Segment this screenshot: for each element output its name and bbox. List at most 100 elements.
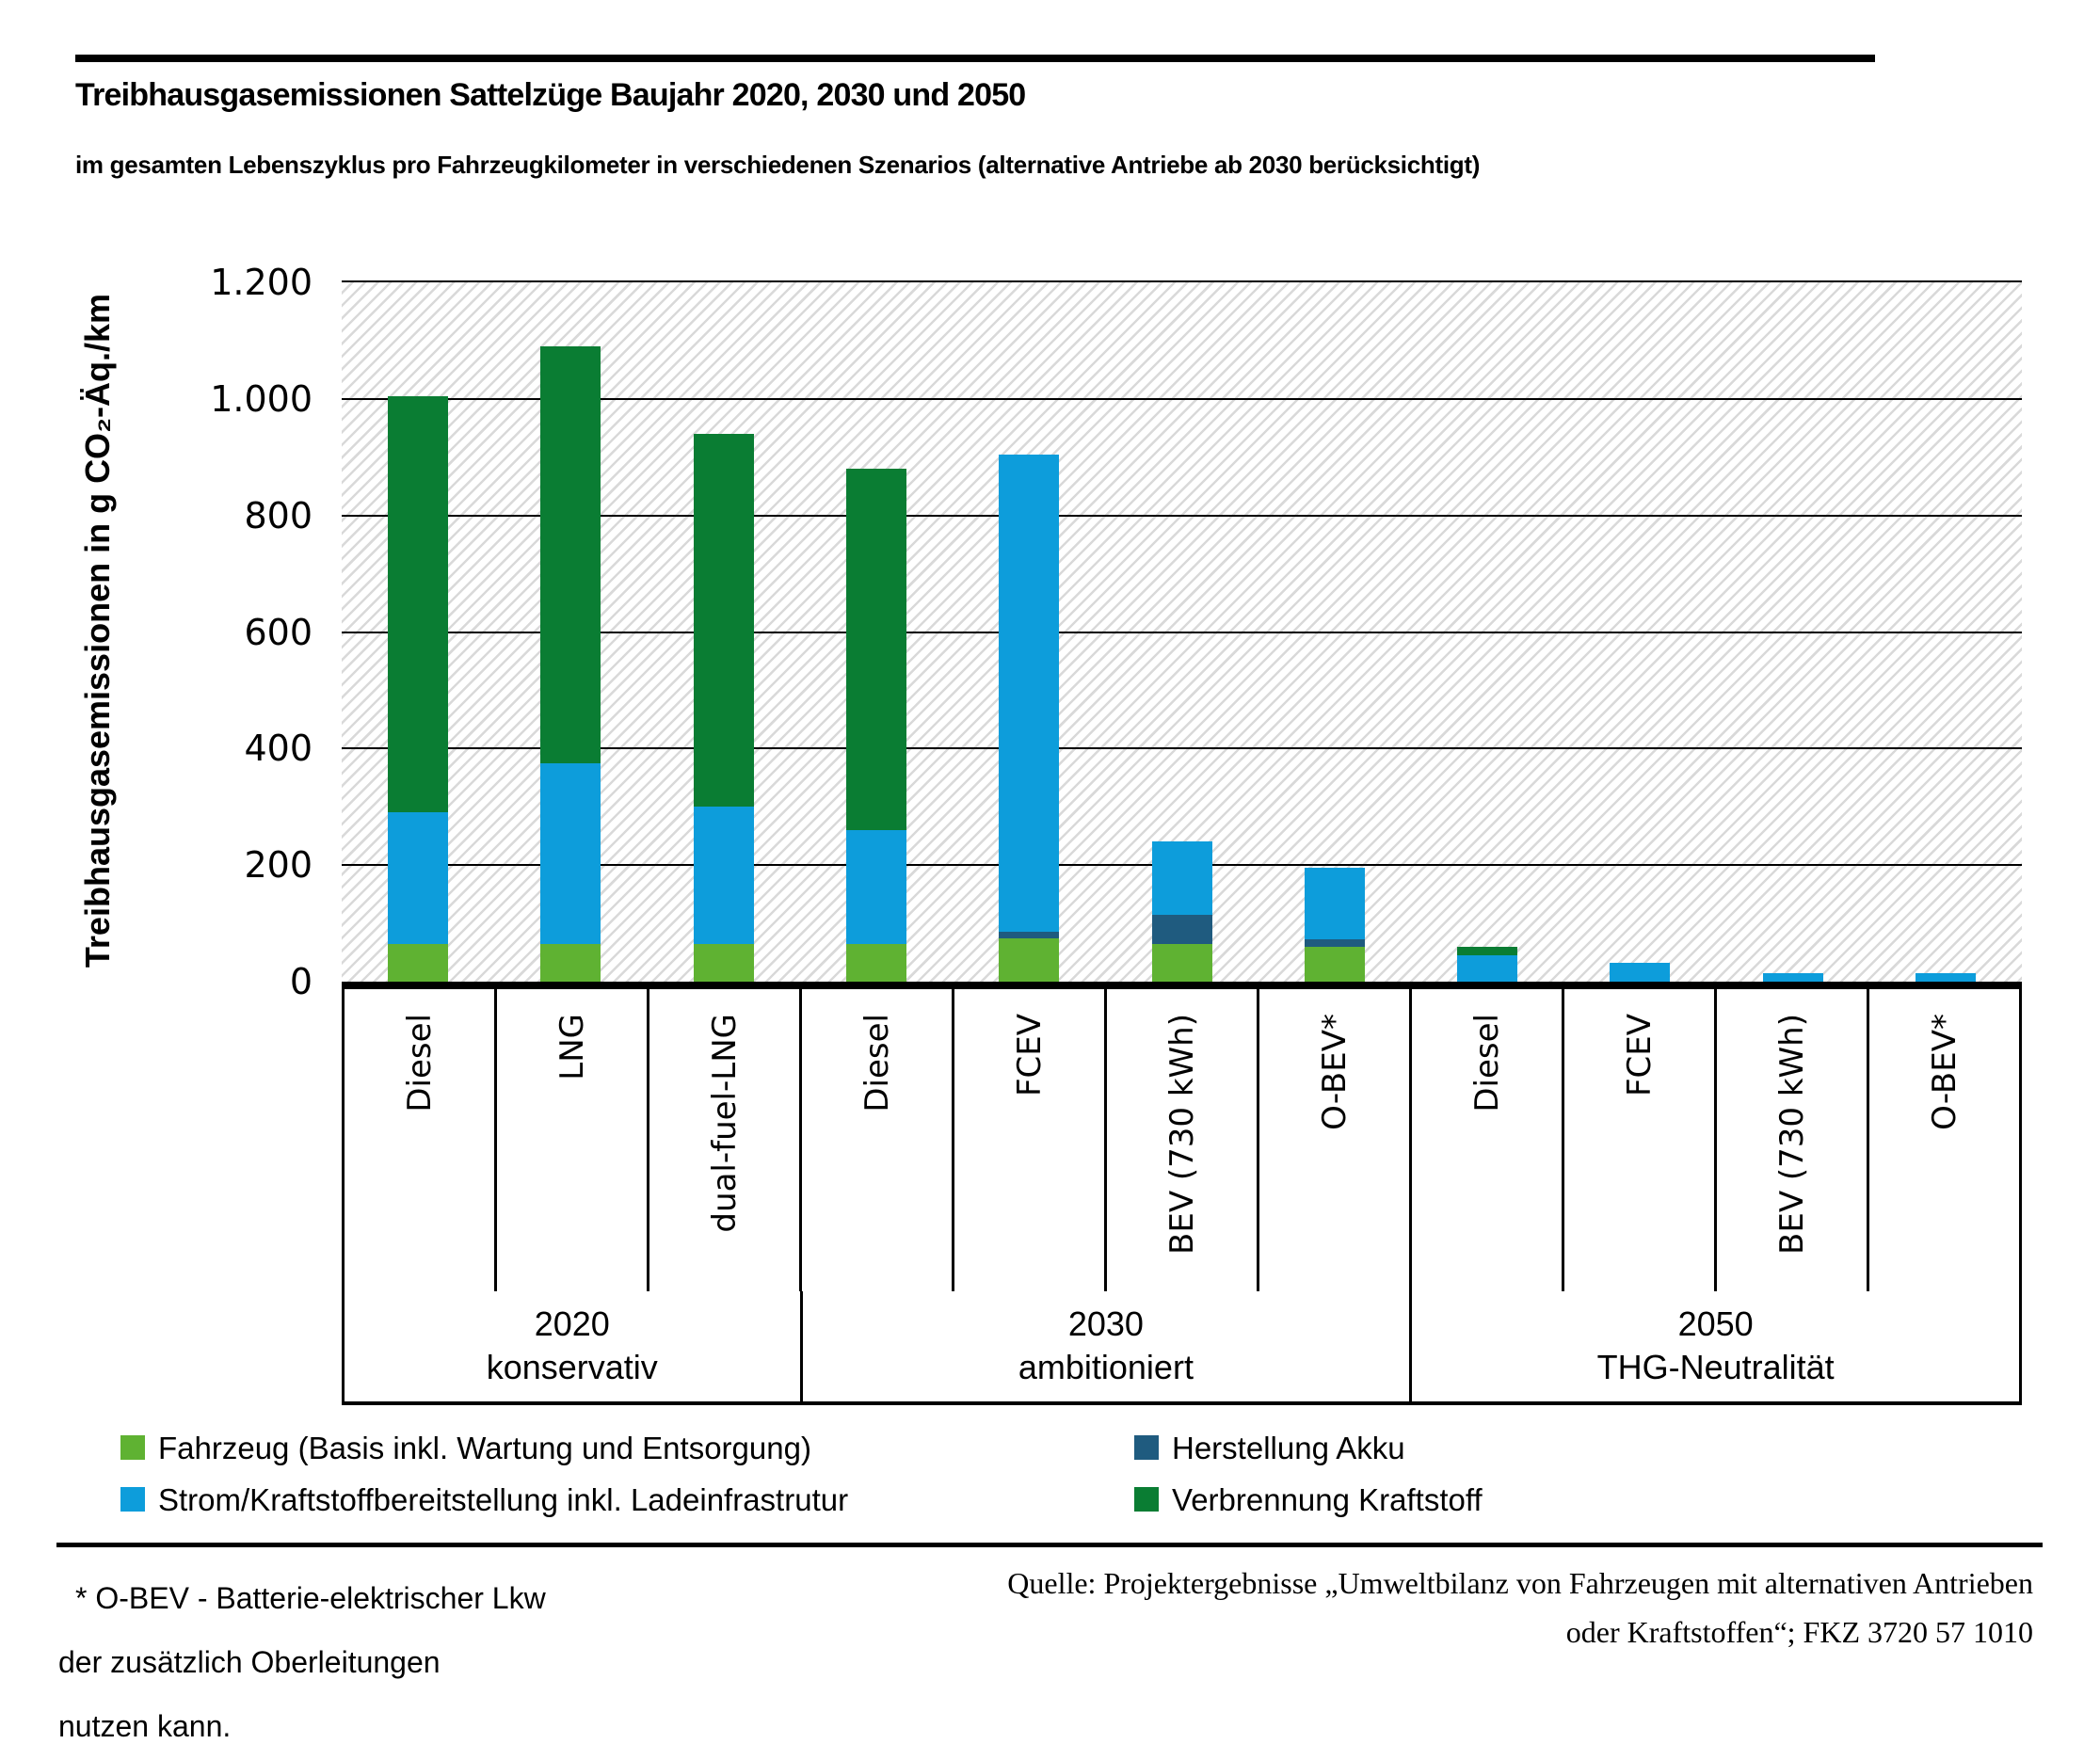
legend-label: Strom/Kraftstoffbereitstellung inkl. Lad… xyxy=(158,1482,849,1517)
group-year: 2050 xyxy=(1677,1304,1754,1343)
group-scenario: THG-Neutralität xyxy=(1596,1348,1835,1386)
bottom-divider xyxy=(56,1543,2043,1547)
category-cell: BEV (730 kWh) xyxy=(1107,989,1259,1291)
category-label: BEV (730 kWh) xyxy=(1162,1014,1201,1255)
plot-area xyxy=(342,280,2022,989)
bar-segment-verbrennung xyxy=(540,346,601,763)
gridline xyxy=(342,747,2022,750)
category-label: Diesel xyxy=(1467,1014,1506,1112)
bar xyxy=(1304,868,1365,982)
bar-segment-akku xyxy=(1151,914,1212,944)
legend-swatch-akku xyxy=(1134,1435,1159,1460)
bar xyxy=(1457,946,1518,982)
bar-segment-verbrennung xyxy=(693,434,754,808)
bar-segment-verbrennung xyxy=(1457,946,1518,956)
category-label: O-BEV* xyxy=(1925,1014,1964,1130)
category-label: LNG xyxy=(553,1014,591,1080)
group-year: 2020 xyxy=(534,1304,610,1343)
legend-item: Fahrzeug (Basis inkl. Wartung und Entsor… xyxy=(120,1431,848,1466)
bar-segment-fahrzeug xyxy=(693,943,754,982)
category-label: dual-fuel-LNG xyxy=(705,1014,744,1233)
category-cell: BEV (730 kWh) xyxy=(1717,989,1869,1291)
legend-swatch-verbrennung xyxy=(1134,1487,1159,1512)
category-cell: Diesel xyxy=(1412,989,1564,1291)
bar-segment-fahrzeug xyxy=(1304,946,1365,982)
bar-segment-fahrzeug xyxy=(845,943,906,982)
gridline xyxy=(342,514,2022,517)
category-label: FCEV xyxy=(1620,1014,1659,1097)
bar-segment-fahrzeug xyxy=(1151,943,1212,982)
bar-segment-akku xyxy=(1304,939,1365,947)
category-label: Diesel xyxy=(400,1014,439,1112)
top-divider xyxy=(75,55,1875,62)
bar-segment-akku xyxy=(999,932,1060,938)
bar-segment-strom xyxy=(693,807,754,944)
category-cell: O-BEV* xyxy=(1259,989,1412,1291)
category-label: FCEV xyxy=(1010,1014,1049,1097)
legend-label: Verbrennung Kraftstoff xyxy=(1172,1482,1483,1517)
bar-segment-strom xyxy=(1457,955,1518,982)
page-subtitle: im gesamten Lebenszyklus pro Fahrzeugkil… xyxy=(75,151,1481,179)
footnote-line: der zusätzlich Oberleitungen xyxy=(58,1645,441,1679)
category-cell: LNG xyxy=(497,989,649,1291)
scenario-group-label: 2050 THG-Neutralität xyxy=(1412,1291,2023,1401)
scenario-group-label: 2020 konservativ xyxy=(345,1291,803,1401)
legend-label: Fahrzeug (Basis inkl. Wartung und Entsor… xyxy=(158,1431,811,1465)
bar xyxy=(693,434,754,982)
category-cell: Diesel xyxy=(802,989,954,1291)
bar-segment-fahrzeug xyxy=(540,943,601,982)
bar-segment-fahrzeug xyxy=(388,943,449,982)
y-tick-label: 600 xyxy=(244,611,313,653)
bar-segment-strom xyxy=(540,762,601,944)
legend-item: Herstellung Akku xyxy=(1134,1431,1483,1466)
category-cell: FCEV xyxy=(954,989,1107,1291)
y-tick-label: 0 xyxy=(289,961,313,1002)
legend-label: Herstellung Akku xyxy=(1172,1431,1405,1465)
footnote: * O-BEV - Batterie-elektrischer Lkw der … xyxy=(58,1566,546,1744)
y-tick-label: 1.200 xyxy=(210,262,313,303)
bar-segment-strom xyxy=(1610,963,1671,982)
source-line: oder Kraftstoffen“; FKZ 3720 57 1010 xyxy=(1565,1615,2033,1649)
bar-segment-strom xyxy=(388,812,449,944)
legend-swatch-strom xyxy=(120,1487,145,1512)
bar-segment-strom xyxy=(1304,868,1365,940)
bar-segment-strom xyxy=(1915,973,1976,982)
bar-segment-strom xyxy=(999,454,1060,933)
category-cell: FCEV xyxy=(1564,989,1717,1291)
category-label: Diesel xyxy=(858,1014,896,1112)
category-cell: O-BEV* xyxy=(1869,989,2022,1291)
bar xyxy=(388,395,449,982)
source-note: Quelle: Projektergebnisse „Umweltbilanz … xyxy=(1007,1559,2033,1656)
bar xyxy=(1915,973,1976,982)
group-scenario: konservativ xyxy=(486,1348,658,1386)
legend-item: Verbrennung Kraftstoff xyxy=(1134,1482,1483,1518)
bar-segment-verbrennung xyxy=(388,395,449,813)
bar-segment-strom xyxy=(845,830,906,944)
scenario-group-label: 2030 ambitioniert xyxy=(803,1291,1413,1401)
category-label: O-BEV* xyxy=(1315,1014,1354,1130)
group-year: 2030 xyxy=(1067,1304,1144,1343)
page-title: Treibhausgasemissionen Sattelzüge Baujah… xyxy=(75,77,1026,113)
scenario-group-row: 2020 konservativ 2030 ambitioniert 2050 THG-N… xyxy=(342,1291,2023,1405)
category-cell: Diesel xyxy=(345,989,497,1291)
y-tick-label: 800 xyxy=(244,494,313,536)
bar xyxy=(1151,841,1212,982)
bar xyxy=(1610,963,1671,982)
y-tick-label: 400 xyxy=(244,728,313,770)
bar xyxy=(1762,972,1823,982)
footnote-line: nutzen kann. xyxy=(58,1709,232,1743)
bar xyxy=(999,454,1060,982)
bar xyxy=(540,346,601,982)
category-cell: dual-fuel-LNG xyxy=(649,989,802,1291)
group-scenario: ambitioniert xyxy=(1018,1348,1194,1386)
footnote-line: * O-BEV - Batterie-elektrischer Lkw xyxy=(75,1581,546,1615)
legend-item: Strom/Kraftstoffbereitstellung inkl. Lad… xyxy=(120,1482,848,1518)
legend-column-1: Fahrzeug (Basis inkl. Wartung und Entsor… xyxy=(120,1431,848,1518)
legend-swatch-fahrzeug xyxy=(120,1435,145,1460)
source-line: Quelle: Projektergebnisse „Umweltbilanz … xyxy=(1007,1566,2033,1600)
y-tick-label: 200 xyxy=(244,844,313,887)
bar-segment-strom xyxy=(1151,841,1212,915)
gridline xyxy=(342,397,2022,400)
y-tick-label: 1.000 xyxy=(210,377,313,420)
